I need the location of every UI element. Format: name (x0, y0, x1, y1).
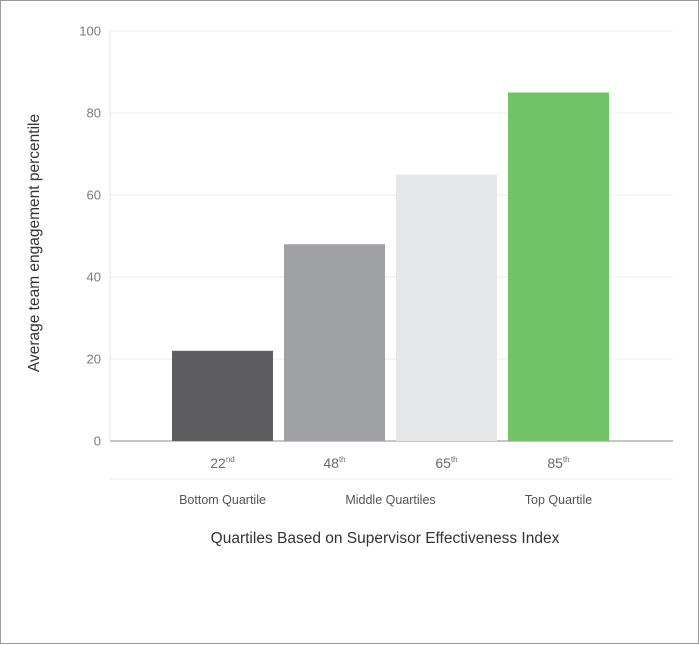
y-tick-label: 20 (87, 352, 101, 367)
y-tick-label: 80 (87, 106, 101, 121)
bars (172, 92, 609, 441)
bar-value-number: 22 (210, 455, 226, 471)
bar (172, 350, 273, 441)
bar-value-number: 65 (435, 455, 451, 471)
bar-value-suffix: nd (226, 455, 235, 464)
bar-value-suffix: th (339, 455, 346, 464)
category-label: Top Quartile (525, 493, 592, 507)
bar (284, 244, 385, 441)
bar-value-number: 48 (323, 455, 339, 471)
y-tick-label: 0 (94, 434, 101, 449)
y-tick-label: 40 (87, 270, 101, 285)
bar-value-suffix: th (563, 455, 570, 464)
bar (508, 92, 609, 441)
category-label: Bottom Quartile (179, 493, 266, 507)
bar-value-labels: 22nd 48th 65th 85th (210, 455, 569, 471)
bar-value-label: 85th (547, 455, 569, 471)
bar (396, 174, 497, 441)
y-axis-title: Average team engagement percentile (26, 114, 43, 372)
bar-value-label: 65th (435, 455, 457, 471)
bar-value-suffix: th (451, 455, 458, 464)
bar-value-number: 85 (547, 455, 563, 471)
y-tick-label: 100 (79, 24, 101, 39)
x-axis-title: Quartiles Based on Supervisor Effectiven… (211, 530, 560, 547)
category-labels: Bottom Quartile Middle Quartiles Top Quart… (179, 493, 592, 507)
category-label: Middle Quartiles (345, 493, 435, 507)
y-tick-label: 60 (87, 188, 101, 203)
bar-value-label: 22nd (210, 455, 234, 471)
bar-value-label: 48th (323, 455, 345, 471)
y-axis-ticks: 0 20 40 60 80 100 (79, 24, 101, 449)
